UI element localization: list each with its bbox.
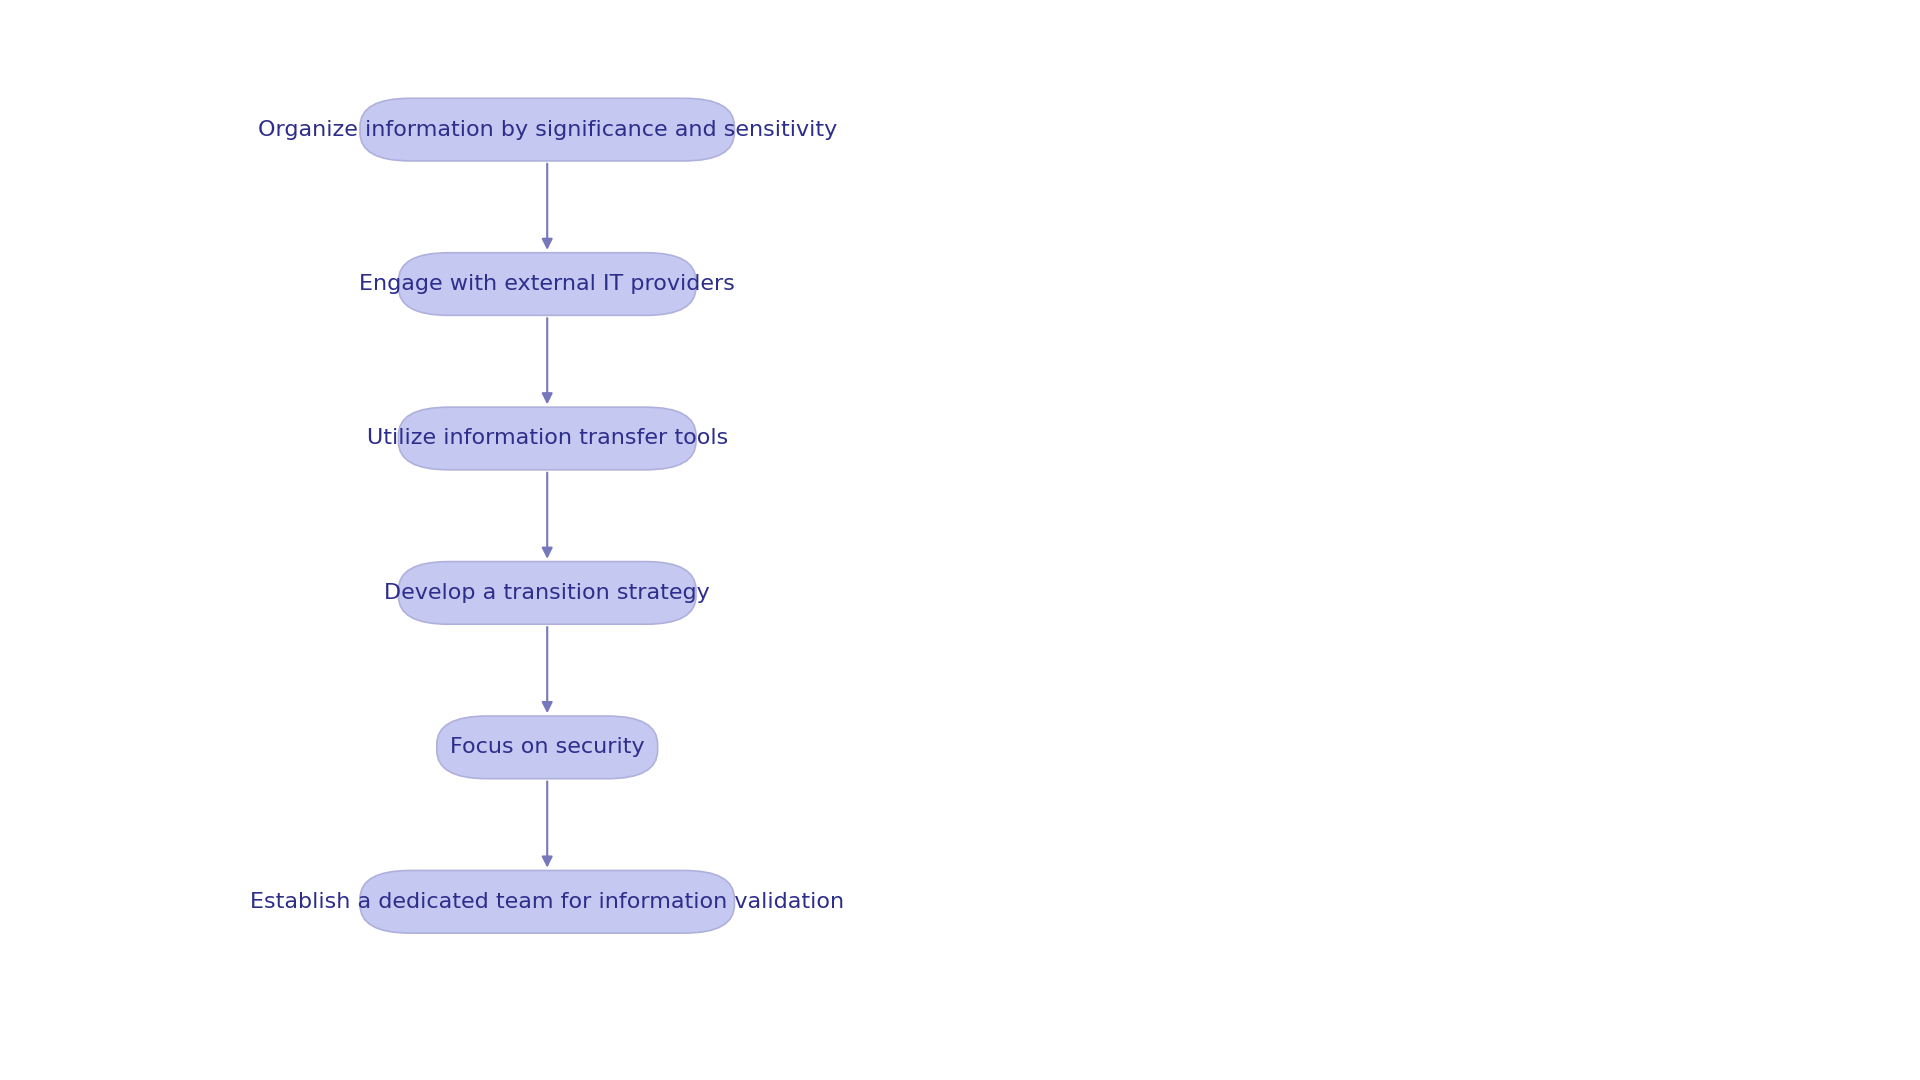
FancyBboxPatch shape (397, 562, 695, 624)
Text: Organize information by significance and sensitivity: Organize information by significance and… (257, 120, 837, 139)
Text: Focus on security: Focus on security (449, 738, 645, 757)
FancyBboxPatch shape (397, 407, 695, 470)
FancyBboxPatch shape (436, 716, 657, 779)
FancyBboxPatch shape (397, 253, 695, 315)
Text: Establish a dedicated team for information validation: Establish a dedicated team for informati… (250, 892, 845, 912)
Text: Engage with external IT providers: Engage with external IT providers (359, 274, 735, 294)
FancyBboxPatch shape (359, 98, 733, 161)
Text: Develop a transition strategy: Develop a transition strategy (384, 583, 710, 603)
Text: Utilize information transfer tools: Utilize information transfer tools (367, 429, 728, 448)
FancyBboxPatch shape (359, 870, 733, 933)
